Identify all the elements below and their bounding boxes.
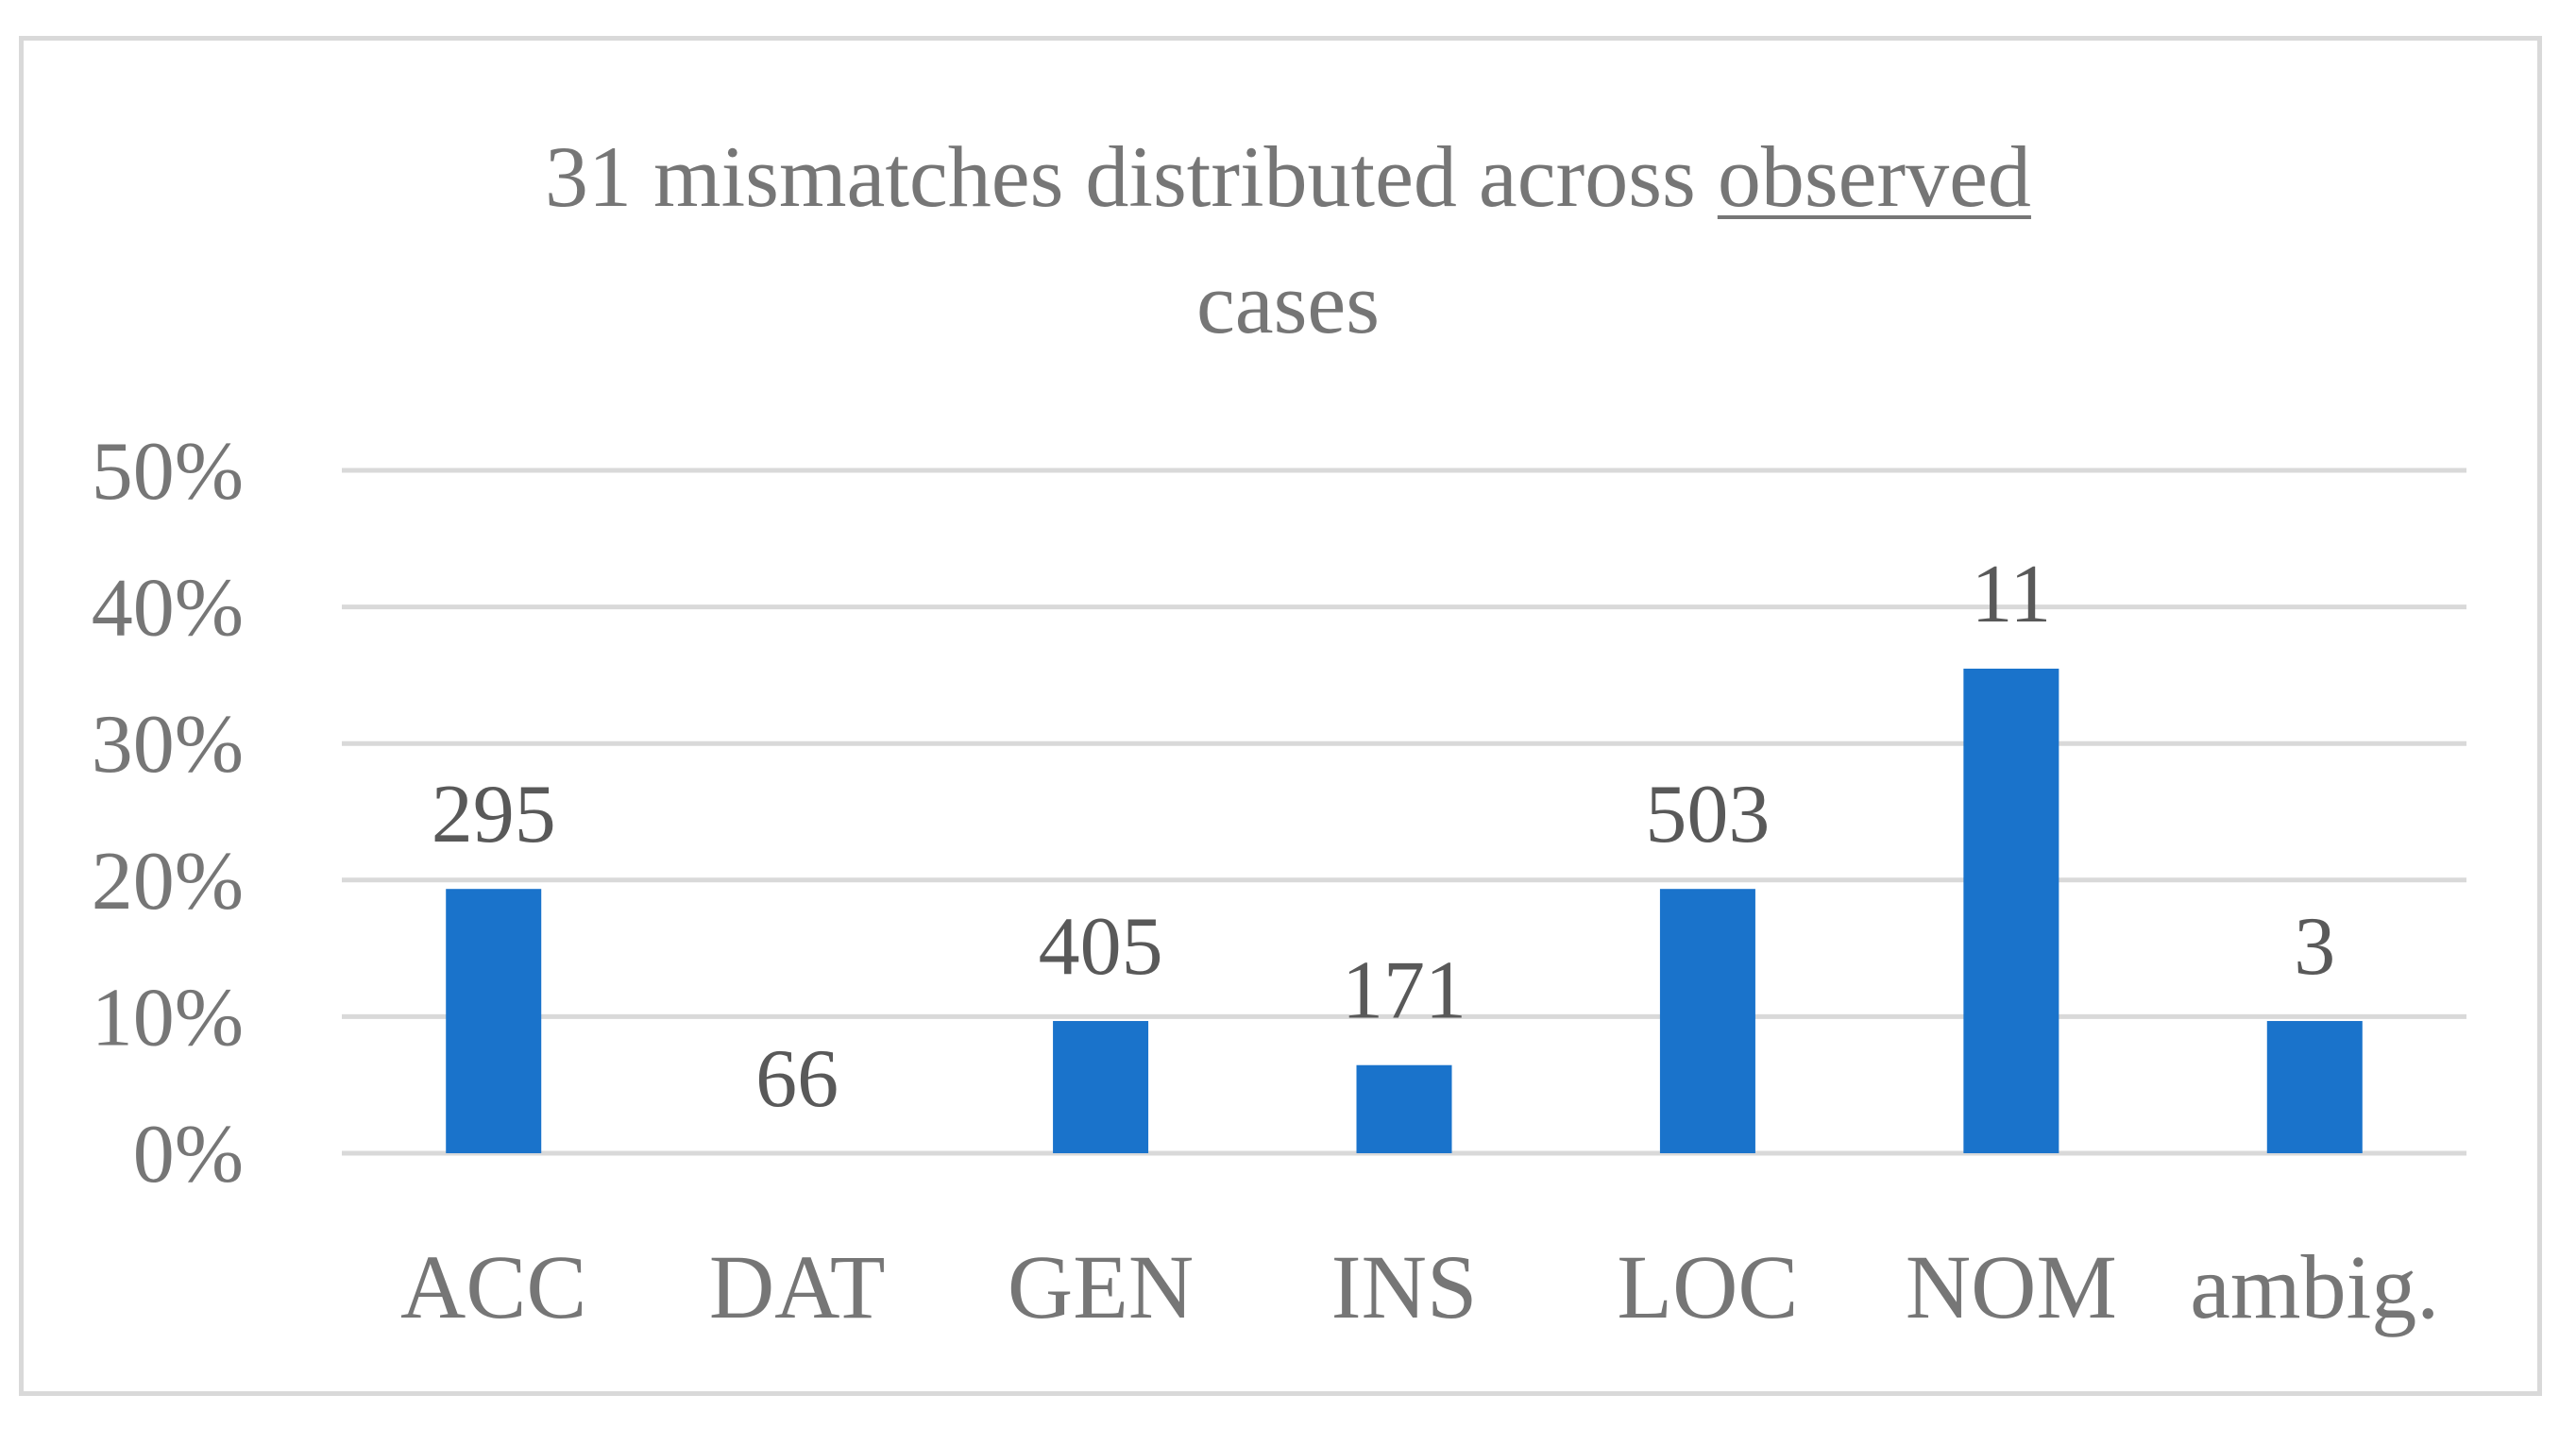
y-tick-label: 10% bbox=[92, 972, 244, 1063]
x-tick-label: ACC bbox=[400, 1236, 586, 1337]
y-tick-label: 0% bbox=[133, 1109, 244, 1200]
x-axis-ticks: ACC DAT GEN INS LOC NOM ambig. bbox=[400, 1236, 2439, 1337]
data-label: 503 bbox=[1645, 769, 1770, 860]
bar-loc bbox=[1659, 889, 1755, 1153]
chart-frame bbox=[19, 36, 2542, 1396]
x-tick-label: GEN bbox=[1008, 1236, 1194, 1337]
x-tick-label: DAT bbox=[709, 1236, 886, 1337]
data-label: 295 bbox=[432, 769, 556, 860]
chart-title: 31 mismatches distributed across observe… bbox=[0, 113, 2576, 366]
data-labels: 295 66 405 171 503 11 3 bbox=[432, 549, 2336, 1125]
data-label: 405 bbox=[1039, 901, 1163, 993]
data-label: 66 bbox=[755, 1033, 839, 1125]
y-tick-label: 40% bbox=[92, 563, 244, 655]
y-tick-label: 30% bbox=[92, 699, 244, 791]
title-underlined: observed bbox=[1717, 128, 2031, 225]
bar-nom bbox=[1963, 668, 2059, 1153]
data-label: 171 bbox=[1342, 945, 1466, 1037]
bar-gen bbox=[1053, 1021, 1149, 1153]
bar-ambig bbox=[2266, 1021, 2363, 1153]
x-tick-label: NOM bbox=[1906, 1236, 2117, 1337]
x-tick-label: ambig. bbox=[2190, 1236, 2439, 1337]
title-suffix: cases bbox=[1195, 255, 1381, 351]
bars bbox=[446, 668, 2363, 1153]
bar-acc bbox=[446, 889, 542, 1153]
bar-ins bbox=[1356, 1064, 1452, 1153]
x-tick-label: LOC bbox=[1617, 1236, 1798, 1337]
data-label: 11 bbox=[1971, 549, 2051, 640]
title-prefix: 31 mismatches distributed across bbox=[545, 128, 1718, 225]
gridlines bbox=[342, 468, 2466, 1156]
y-tick-label: 50% bbox=[92, 426, 244, 518]
data-label: 3 bbox=[2294, 901, 2335, 993]
y-axis-ticks: 0% 10% 20% 30% 40% 50% bbox=[92, 426, 244, 1200]
y-tick-label: 20% bbox=[92, 836, 244, 927]
x-tick-label: INS bbox=[1331, 1236, 1478, 1337]
